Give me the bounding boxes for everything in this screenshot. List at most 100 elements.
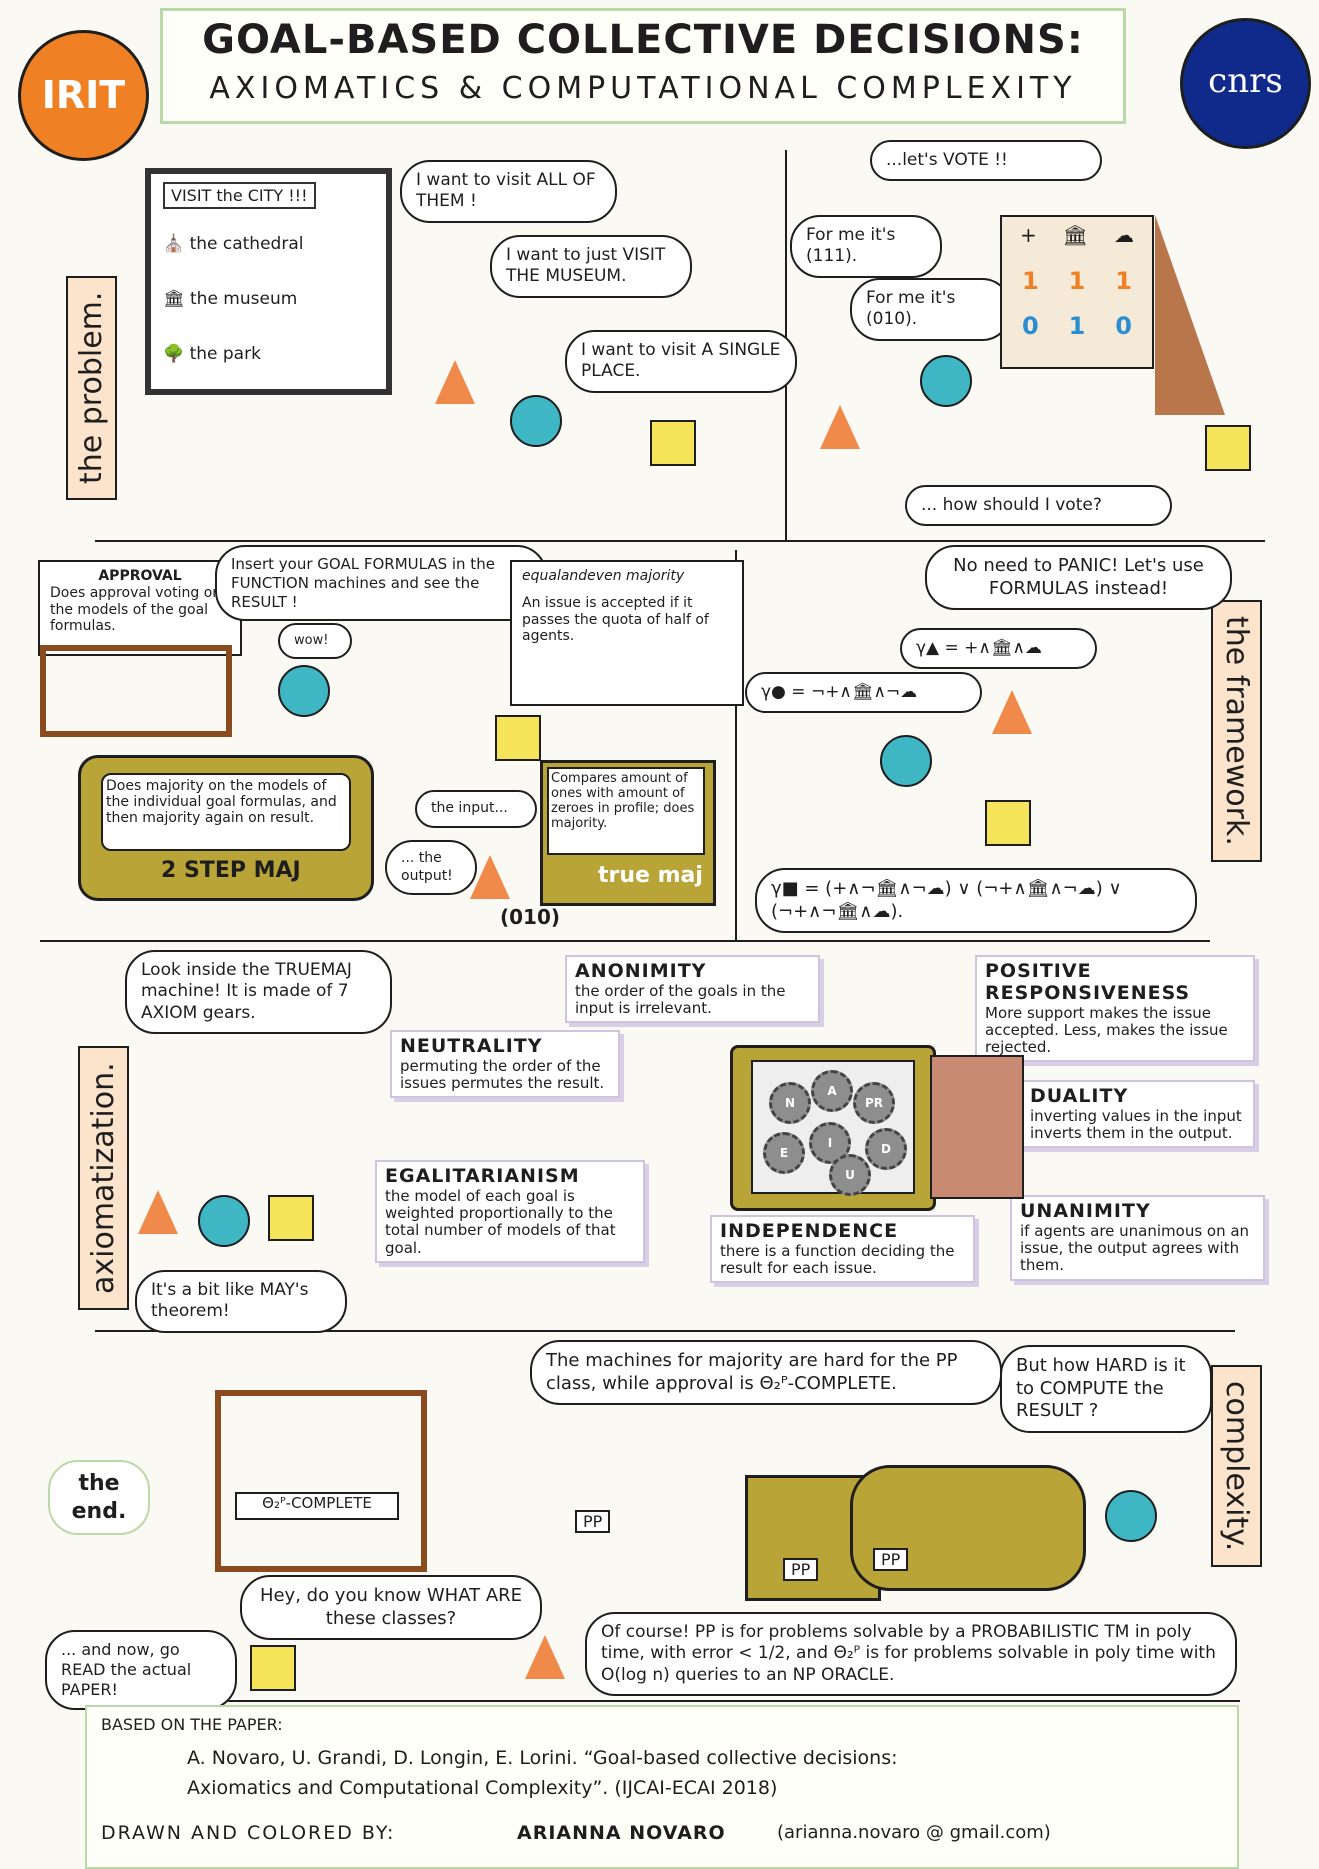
bubble-read-paper: ... and now, go READ the actual PAPER! [45, 1630, 237, 1710]
gear-a: A [811, 1070, 853, 1112]
based-on-label: BASED ON THE PAPER: [101, 1715, 283, 1734]
divider-problem [95, 540, 1265, 542]
equal-even-majority-text: An issue is accepted if it passes the qu… [522, 594, 709, 645]
output-scroll-value: (010) [500, 905, 561, 929]
bubble-the-input: the input... [415, 790, 537, 828]
bubble-wow: wow! [278, 623, 352, 660]
axiom-independence: INDEPENDENCE there is a function deciding… [710, 1215, 975, 1284]
bubble-how-vote: ... how should I vote? [905, 485, 1172, 527]
equal-even-majority-label: equalandeven majority [522, 568, 685, 584]
triangle-character [435, 360, 475, 404]
circle-character [1105, 1490, 1157, 1542]
triangle-character [470, 855, 510, 899]
bubble-of-course: Of course! PP is for problems solvable b… [585, 1612, 1237, 1696]
pp-label-truemaj: PP [783, 1558, 819, 1581]
approval-abacus: Θ₂ᴾ-COMPLETE [215, 1390, 427, 1572]
bubble-the-output: ... the output! [385, 840, 477, 895]
truemaj-pp-machine: PP [745, 1475, 881, 1601]
cathedral-icon: ⛪ [163, 234, 190, 254]
axiom-egalitarianism: EGALITARIANISM the model of each goal is … [375, 1160, 645, 1263]
credits-box: BASED ON THE PAPER: A. Novaro, U. Grandi… [85, 1705, 1239, 1869]
axiom-positive-responsiveness: POSITIVE RESPONSIVENESS More support make… [975, 955, 1255, 1063]
page-title: GOAL-BASED COLLECTIVE DECISIONS: [202, 17, 1084, 63]
two-step-maj-screen: Does majority on the models of the indiv… [101, 773, 351, 851]
square-character [250, 1645, 296, 1691]
board-title: VISIT the CITY !!! [163, 182, 316, 209]
bubble-no-panic: No need to PANIC! Let's use FORMULAS ins… [925, 545, 1232, 610]
axiom-duality: DUALITY inverting values in the input inv… [1020, 1080, 1255, 1149]
gear-d: D [865, 1128, 907, 1170]
citation-line-1: A. Novaro, U. Grandi, D. Longin, E. Lori… [187, 1747, 898, 1769]
irit-logo: IRIT [18, 30, 149, 161]
divider-framework-vertical [735, 550, 737, 940]
section-complexity-label: complexity. [1211, 1365, 1262, 1568]
bubble-square-single: I want to visit A SINGLE PLACE. [565, 330, 797, 393]
approval-label: APPROVAL [98, 568, 182, 584]
gamma-circle-formula: γ● = ¬+∧🏛∧¬☁ [745, 672, 982, 714]
bubble-for-me-111: For me it's (111). [790, 215, 942, 278]
bubble-triangle-all: I want to visit ALL OF THEM ! [400, 160, 617, 223]
approval-screen: APPROVAL Does approval voting on the mod… [38, 560, 242, 656]
square-character-sad [1205, 425, 1251, 471]
title-box: GOAL-BASED COLLECTIVE DECISIONS: AXIOMAT… [160, 8, 1126, 124]
vote-header-row: + 🏛 ☁ [1019, 223, 1134, 247]
booth-curtain [1155, 215, 1225, 415]
gear-window: N A PR D E I U [751, 1060, 915, 1196]
approval-text: Does approval voting on the models of th… [50, 584, 222, 635]
bubble-know-classes: Hey, do you know WHAT ARE these classes? [240, 1575, 542, 1640]
gear-machine-door [930, 1055, 1024, 1199]
truemaj-gear-machine: N A PR D E I U [730, 1045, 936, 1211]
divider-framework [40, 940, 1210, 942]
triangle-character [992, 690, 1032, 734]
approval-abacus [40, 645, 232, 737]
gear-pr: PR [853, 1082, 895, 1124]
bubble-how-hard: But how HARD is it to COMPUTE the RESULT… [1000, 1345, 1212, 1433]
truemaj-machine: Compares amount of ones with amount of z… [540, 760, 716, 906]
gear-e: E [763, 1132, 805, 1174]
museum-icon: 🏛 [163, 289, 190, 309]
theta-complete-label: Θ₂ᴾ-COMPLETE [235, 1492, 399, 1520]
section-axiomatization-label: axiomatization. [78, 1046, 129, 1310]
square-character [985, 800, 1031, 846]
bubble-insert-formulas: Insert your GOAL FORMULAS in the FUNCTIO… [215, 545, 547, 622]
gear-u: U [829, 1154, 871, 1196]
circle-character [920, 355, 972, 407]
cnrs-logo: cnrs [1180, 18, 1311, 149]
two-step-maj-label: 2 STEP MAJ [161, 858, 301, 883]
divider-axioms [95, 1330, 1235, 1332]
square-character [650, 420, 696, 466]
circle-character [198, 1195, 250, 1247]
author-email: (arianna.novaro @ gmail.com) [777, 1822, 1051, 1843]
citation-line-2: Axiomatics and Computational Complexity”… [187, 1777, 778, 1799]
divider-complexity [60, 1700, 1240, 1702]
gamma-triangle-formula: γ▲ = +∧🏛∧☁ [900, 628, 1097, 670]
gear-n: N [769, 1082, 811, 1124]
section-problem-label: the problem. [66, 275, 117, 500]
pp-label-twostep: PP [873, 1548, 909, 1571]
axiom-unanimity: UNANIMITY if agents are unanimous on an i… [1010, 1195, 1265, 1281]
bubble-machines-hard: The machines for majority are hard for t… [530, 1340, 1002, 1405]
page-subtitle: AXIOMATICS & COMPUTATIONAL COMPLEXITY [209, 71, 1077, 106]
bubble-circle-museum: I want to just VISIT THE MUSEUM. [490, 235, 692, 298]
axiom-neutrality: NEUTRALITY permuting the order of the iss… [390, 1030, 620, 1099]
bubble-truemaj-intro: Look inside the TRUEMAJ machine! It is m… [125, 950, 392, 1034]
bubble-may-theorem: It's a bit like MAY's theorem! [135, 1270, 347, 1333]
truemaj-label: true maj [598, 863, 703, 888]
square-character [495, 715, 541, 761]
circle-character [510, 395, 562, 447]
pp-label-sign: PP [575, 1510, 611, 1533]
circle-character [278, 665, 330, 717]
two-step-maj-machine: Does majority on the models of the indiv… [78, 755, 374, 901]
gamma-square-formula: γ■ = (+∧¬🏛∧¬☁) ∨ (¬+∧🏛∧¬☁) ∨ (¬+∧¬🏛∧☁). [755, 868, 1197, 933]
author-name: ARIANNA NOVARO [517, 1822, 726, 1844]
section-framework-label: the framework. [1211, 600, 1262, 862]
board-item-museum: 🏛 the museum [163, 289, 298, 309]
equal-even-majority-screen: equalandeven majority An issue is accept… [510, 560, 744, 706]
bubble-for-me-010: For me it's (010). [850, 278, 1012, 341]
bubble-lets-vote: ...let's VOTE !! [870, 140, 1102, 182]
the-end-label: the end. [48, 1460, 150, 1535]
triangle-character [820, 405, 860, 449]
